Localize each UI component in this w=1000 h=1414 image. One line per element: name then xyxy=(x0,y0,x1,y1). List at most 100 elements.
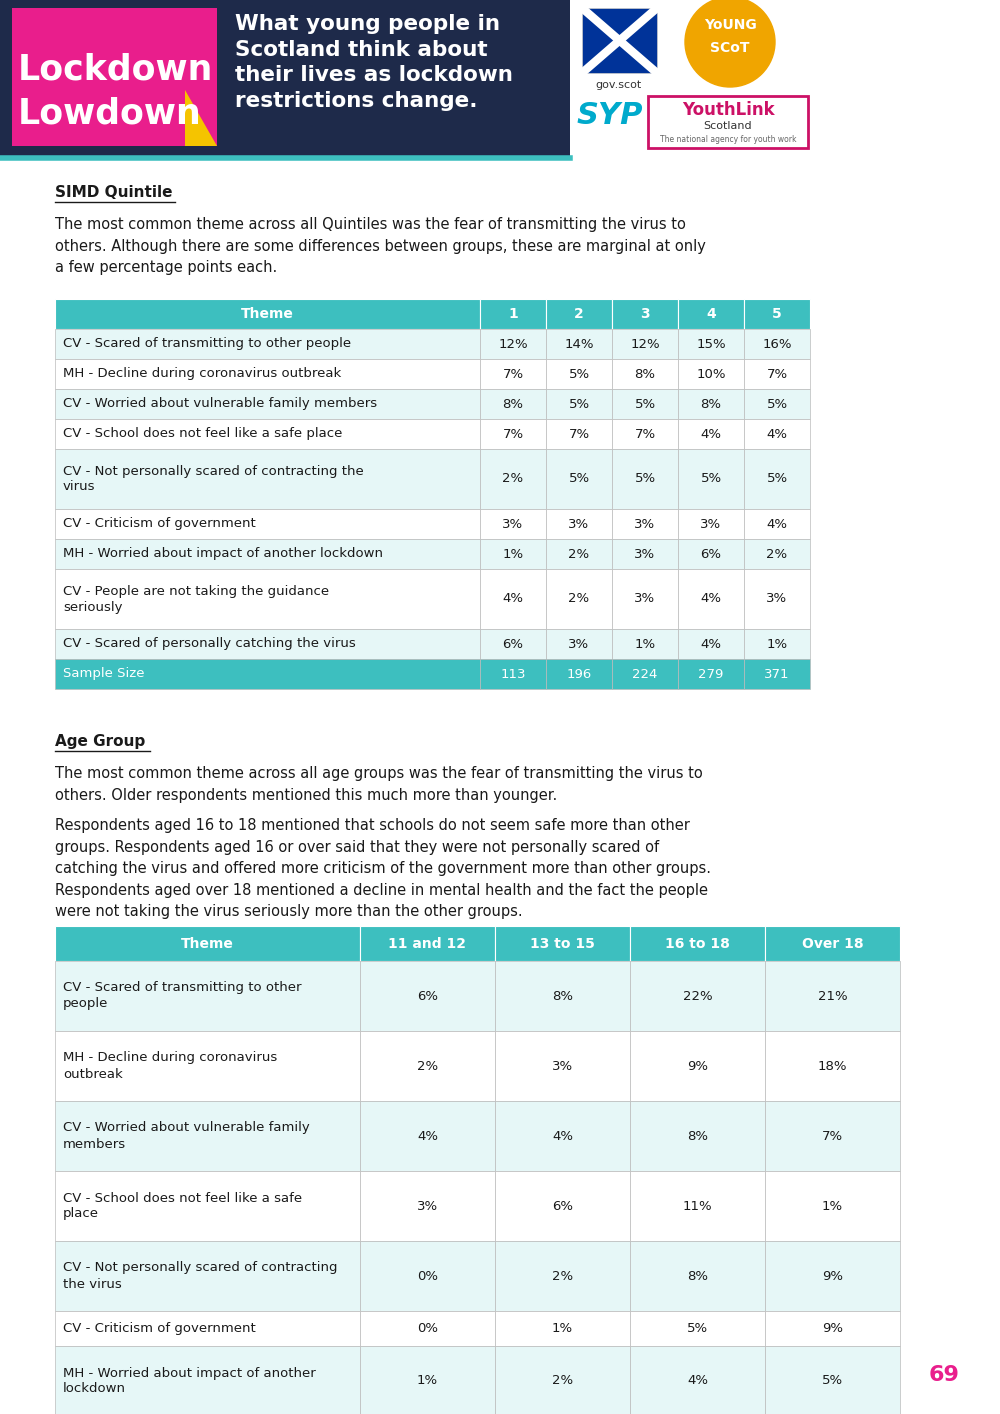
Text: CV - Worried about vulnerable family members: CV - Worried about vulnerable family mem… xyxy=(63,397,377,410)
Bar xyxy=(546,419,612,450)
Bar xyxy=(678,389,744,419)
Bar xyxy=(630,1311,765,1346)
Bar xyxy=(480,659,546,689)
Text: CV - Not personally scared of contracting
the virus: CV - Not personally scared of contractin… xyxy=(63,1261,338,1291)
Bar xyxy=(0,0,570,158)
Bar xyxy=(55,509,480,539)
Bar xyxy=(480,298,546,329)
Text: Lockdown: Lockdown xyxy=(18,52,213,86)
Text: 4: 4 xyxy=(706,307,716,321)
Text: 2%: 2% xyxy=(502,472,524,485)
Text: MH - Worried about impact of another lockdown: MH - Worried about impact of another loc… xyxy=(63,547,383,560)
Bar xyxy=(360,962,495,1031)
Bar xyxy=(360,926,495,962)
Text: 5%: 5% xyxy=(568,368,590,380)
Bar xyxy=(612,629,678,659)
Text: 5%: 5% xyxy=(568,397,590,410)
Bar xyxy=(765,926,900,962)
Text: SYP: SYP xyxy=(577,100,643,130)
Text: 4%: 4% xyxy=(687,1374,708,1387)
Text: 4%: 4% xyxy=(767,427,788,441)
Bar xyxy=(55,539,480,568)
Bar xyxy=(480,419,546,450)
Text: 1%: 1% xyxy=(417,1374,438,1387)
Text: 4%: 4% xyxy=(552,1130,573,1143)
Text: 3%: 3% xyxy=(568,638,590,650)
Bar xyxy=(495,1311,630,1346)
Bar xyxy=(546,359,612,389)
Bar xyxy=(55,1031,360,1102)
Text: 3%: 3% xyxy=(568,518,590,530)
Bar xyxy=(765,962,900,1031)
Text: Theme: Theme xyxy=(181,936,234,950)
Text: 6%: 6% xyxy=(552,1199,573,1212)
Bar xyxy=(612,329,678,359)
Text: 1%: 1% xyxy=(766,638,788,650)
Text: 3%: 3% xyxy=(552,1059,573,1072)
Bar xyxy=(744,389,810,419)
Bar xyxy=(612,359,678,389)
Bar xyxy=(678,568,744,629)
Bar xyxy=(55,298,480,329)
Text: 1%: 1% xyxy=(502,547,524,560)
Bar xyxy=(546,329,612,359)
Bar xyxy=(612,539,678,568)
Text: CV - Scared of transmitting to other people: CV - Scared of transmitting to other peo… xyxy=(63,338,351,351)
Bar xyxy=(612,568,678,629)
Bar xyxy=(55,926,360,962)
Bar xyxy=(360,1311,495,1346)
Bar xyxy=(55,450,480,509)
Text: 11%: 11% xyxy=(683,1199,712,1212)
Text: 5%: 5% xyxy=(766,397,788,410)
Text: 3%: 3% xyxy=(634,547,656,560)
Text: 5%: 5% xyxy=(700,472,722,485)
Bar xyxy=(630,1031,765,1102)
Text: 1: 1 xyxy=(508,307,518,321)
Bar xyxy=(495,1171,630,1241)
Text: Lowdown: Lowdown xyxy=(18,96,202,130)
Text: 22%: 22% xyxy=(683,990,712,1003)
Bar xyxy=(55,359,480,389)
Text: Over 18: Over 18 xyxy=(802,936,863,950)
Bar xyxy=(744,450,810,509)
Text: CV - Criticism of government: CV - Criticism of government xyxy=(63,1322,256,1335)
Bar xyxy=(55,1171,360,1241)
Bar xyxy=(495,926,630,962)
Text: 9%: 9% xyxy=(822,1322,843,1335)
Text: 2%: 2% xyxy=(552,1374,573,1387)
Bar xyxy=(744,539,810,568)
Bar xyxy=(55,389,480,419)
Text: 2%: 2% xyxy=(568,592,590,605)
Bar xyxy=(480,509,546,539)
Text: 371: 371 xyxy=(764,667,790,680)
Text: 11 and 12: 11 and 12 xyxy=(388,936,466,950)
Text: 9%: 9% xyxy=(822,1270,843,1282)
Bar xyxy=(546,509,612,539)
Bar xyxy=(630,1346,765,1414)
Text: Theme: Theme xyxy=(241,307,294,321)
Text: 3%: 3% xyxy=(417,1199,438,1212)
Text: Sample Size: Sample Size xyxy=(63,667,144,680)
Text: 3%: 3% xyxy=(766,592,788,605)
Text: 8%: 8% xyxy=(503,397,524,410)
Bar xyxy=(55,1241,360,1311)
Text: 1%: 1% xyxy=(634,638,656,650)
Bar xyxy=(480,450,546,509)
Bar xyxy=(678,329,744,359)
Bar xyxy=(360,1031,495,1102)
Bar xyxy=(360,1346,495,1414)
Text: MH - Worried about impact of another
lockdown: MH - Worried about impact of another loc… xyxy=(63,1366,316,1396)
Bar xyxy=(678,450,744,509)
Text: 8%: 8% xyxy=(687,1130,708,1143)
Text: 69: 69 xyxy=(929,1365,960,1384)
Text: CV - School does not feel like a safe
place: CV - School does not feel like a safe pl… xyxy=(63,1192,302,1220)
Bar xyxy=(360,1102,495,1171)
Bar xyxy=(480,359,546,389)
Bar xyxy=(678,298,744,329)
Text: 12%: 12% xyxy=(630,338,660,351)
Text: 7%: 7% xyxy=(634,427,656,441)
Text: 21%: 21% xyxy=(818,990,847,1003)
Text: 1%: 1% xyxy=(822,1199,843,1212)
Text: 4%: 4% xyxy=(767,518,788,530)
Text: Respondents aged 16 to 18 mentioned that schools do not seem safe more than othe: Respondents aged 16 to 18 mentioned that… xyxy=(55,819,711,919)
